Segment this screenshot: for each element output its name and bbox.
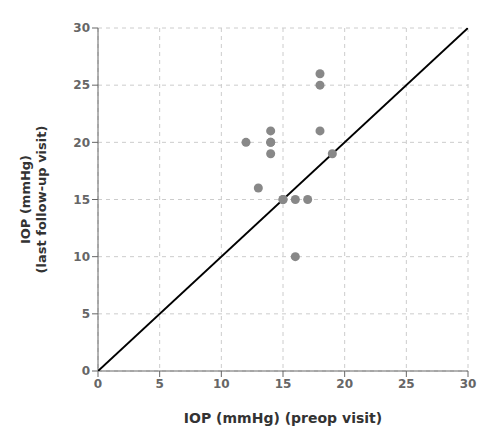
svg-text:0: 0 — [82, 364, 90, 378]
svg-text:5: 5 — [82, 307, 90, 321]
svg-text:25: 25 — [73, 78, 90, 92]
svg-text:10: 10 — [213, 377, 230, 391]
svg-text:IOP (mmHg)(last follow-up visi: IOP (mmHg)(last follow-up visit) — [18, 126, 49, 274]
svg-text:15: 15 — [73, 193, 90, 207]
svg-text:30: 30 — [460, 377, 477, 391]
svg-text:IOP (mmHg) (preop visit): IOP (mmHg) (preop visit) — [184, 410, 382, 426]
svg-text:25: 25 — [398, 377, 415, 391]
svg-text:30: 30 — [73, 21, 90, 35]
svg-text:20: 20 — [73, 136, 90, 150]
svg-text:5: 5 — [155, 377, 163, 391]
svg-text:15: 15 — [275, 377, 292, 391]
svg-text:20: 20 — [336, 377, 353, 391]
svg-text:0: 0 — [94, 377, 102, 391]
svg-text:10: 10 — [73, 250, 90, 264]
